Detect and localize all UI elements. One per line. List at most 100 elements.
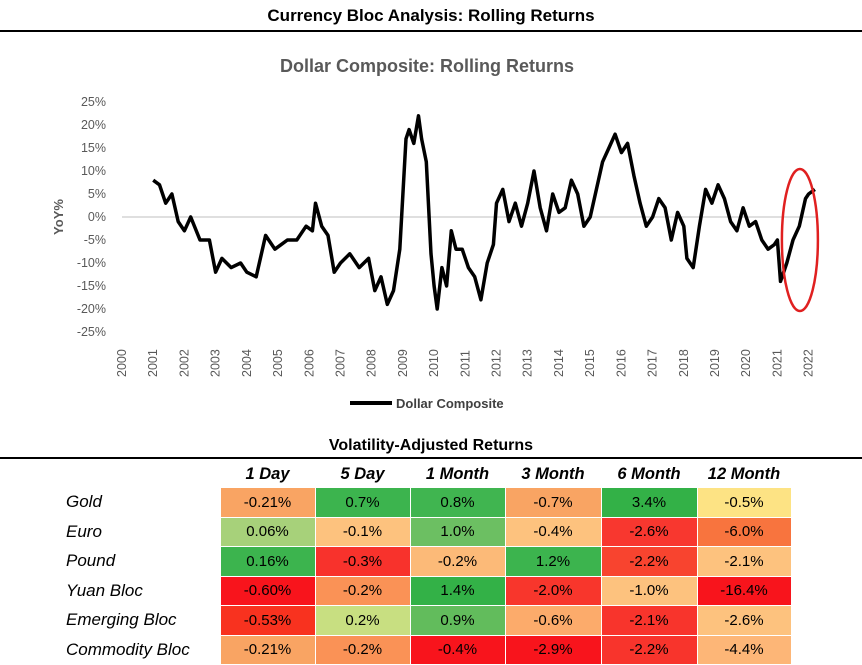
- table-cell: 3.4%: [600, 487, 698, 518]
- table-cell: -0.3%: [314, 546, 411, 577]
- table-cell: -0.60%: [219, 575, 316, 606]
- table-cell: -2.2%: [600, 546, 698, 577]
- y-tick-label: 20%: [81, 118, 106, 132]
- x-tick-label: 2014: [552, 349, 566, 377]
- table-row: Commodity Bloc -0.21% -0.2% -0.4% -2.9% -2.2%…: [0, 634, 792, 665]
- table-row: Pound 0.16% -0.3% -0.2% 1.2% -2.2% -2.1%: [0, 546, 792, 577]
- table-cell: -2.1%: [600, 605, 698, 636]
- table-cell: -0.53%: [219, 605, 316, 636]
- table-cell: -4.4%: [696, 634, 792, 665]
- y-tick-label: 10%: [81, 164, 106, 178]
- x-tick-label: 2016: [614, 349, 628, 377]
- chart-title: Dollar Composite: Rolling Returns: [280, 56, 574, 76]
- x-tick-label: 2020: [739, 349, 753, 377]
- table-cell: -0.1%: [314, 516, 411, 547]
- title-rule: [0, 30, 862, 32]
- column-header: 12 Month: [707, 464, 781, 483]
- table-cell: -0.4%: [504, 516, 602, 547]
- x-tick-label: 2005: [271, 349, 285, 377]
- table-cell: -1.0%: [600, 575, 698, 606]
- table-cell: 1.2%: [504, 546, 602, 577]
- x-tick-label: 2017: [646, 349, 660, 377]
- x-tick-label: 2003: [209, 349, 223, 377]
- table-row: Gold -0.21% 0.7% 0.8% -0.7% 3.4% -0.5%: [0, 487, 792, 518]
- x-tick-label: 2001: [146, 349, 160, 377]
- table-cell: 1.0%: [409, 516, 506, 547]
- y-tick-label: -25%: [77, 325, 106, 339]
- table-cell: -0.2%: [314, 575, 411, 606]
- table-cell: -2.2%: [600, 634, 698, 665]
- y-tick-label: 5%: [88, 187, 106, 201]
- x-tick-label: 2007: [333, 349, 347, 377]
- table-cell: -0.21%: [219, 487, 316, 518]
- rolling-returns-chart: Dollar Composite: Rolling Returns YoY% 2…: [51, 56, 820, 411]
- table-cell: -6.0%: [696, 516, 792, 547]
- column-header: 5 Day: [340, 464, 385, 483]
- table-cell: -2.6%: [696, 605, 792, 636]
- y-tick-label: 25%: [81, 95, 106, 109]
- x-tick-label: 2004: [240, 349, 254, 377]
- y-tick-label: -15%: [77, 279, 106, 293]
- row-label: Emerging Bloc: [0, 605, 220, 635]
- y-tick-label: -20%: [77, 302, 106, 316]
- x-tick-label: 2002: [177, 349, 191, 377]
- x-tick-label: 2006: [302, 349, 316, 377]
- row-label: Gold: [0, 487, 220, 517]
- table-cell: 0.16%: [219, 546, 316, 577]
- table-title: Volatility-Adjusted Returns: [328, 437, 534, 454]
- table-row: Yuan Bloc -0.60% -0.2% 1.4% -2.0% -1.0% -16.4%: [0, 575, 792, 606]
- x-tick-label: 2012: [490, 349, 504, 377]
- x-tick-label: 2000: [115, 349, 129, 377]
- x-tick-label: 2011: [458, 350, 472, 377]
- page-title: Currency Bloc Analysis: Rolling Returns: [267, 6, 595, 25]
- y-tick-label: 15%: [81, 141, 106, 155]
- table-cell: -0.5%: [696, 487, 792, 518]
- row-label: Yuan Bloc: [0, 576, 220, 606]
- x-tick-label: 2015: [583, 349, 597, 377]
- row-label: Euro: [0, 517, 220, 547]
- table-row: Euro 0.06% -0.1% 1.0% -0.4% -2.6% -6.0%: [0, 516, 792, 547]
- column-header: 6 Month: [617, 464, 681, 483]
- y-tick-label: -10%: [77, 256, 106, 270]
- x-tick-label: 2010: [427, 349, 441, 377]
- corner-cell: [0, 461, 220, 488]
- row-label: Pound: [0, 546, 220, 576]
- row-label: Commodity Bloc: [0, 635, 220, 665]
- y-tick-label: 0%: [88, 210, 106, 224]
- table-cell: 1.4%: [409, 575, 506, 606]
- table-rule: [0, 457, 862, 459]
- column-header: 1 Month: [425, 464, 490, 483]
- table-cell: 0.8%: [409, 487, 506, 518]
- table-cell: -2.0%: [504, 575, 602, 606]
- x-tick-label: 2019: [708, 349, 722, 377]
- table-cell: -0.2%: [409, 546, 506, 577]
- x-tick-label: 2022: [802, 349, 816, 377]
- table-cell: -0.6%: [504, 605, 602, 636]
- table-cell: -0.7%: [504, 487, 602, 518]
- table-cell: 0.2%: [314, 605, 411, 636]
- table-cell: -0.4%: [409, 634, 506, 665]
- x-tick-label: 2013: [521, 349, 535, 377]
- column-header: 3 Month: [521, 464, 585, 483]
- table-cell: -2.1%: [696, 546, 792, 577]
- table-cell: 0.06%: [219, 516, 316, 547]
- series-line-dollar-composite: [152, 114, 816, 311]
- legend-label-dollar-composite: Dollar Composite: [396, 396, 504, 411]
- table-cell: -16.4%: [696, 575, 792, 606]
- column-header: 1 Day: [245, 464, 290, 483]
- table-cell: -0.21%: [219, 634, 316, 665]
- table-cell: -2.9%: [504, 634, 602, 665]
- x-tick-label: 2009: [396, 349, 410, 377]
- table-row: Emerging Bloc -0.53% 0.2% 0.9% -0.6% -2.1% -2.…: [0, 605, 792, 636]
- table-cell: 0.9%: [409, 605, 506, 636]
- y-axis-label: YoY%: [51, 199, 66, 235]
- y-tick-label: -5%: [84, 233, 106, 247]
- x-tick-label: 2008: [365, 349, 379, 377]
- x-tick-label: 2018: [677, 349, 691, 377]
- table-cell: 0.7%: [314, 487, 411, 518]
- table-cell: -2.6%: [600, 516, 698, 547]
- volatility-table: 1 Day 5 Day 1 Month 3 Month 6 Month 12 Month …: [0, 461, 792, 665]
- highlight-ellipse: [780, 167, 820, 313]
- x-tick-label: 2021: [770, 349, 784, 377]
- table-cell: -0.2%: [314, 634, 411, 665]
